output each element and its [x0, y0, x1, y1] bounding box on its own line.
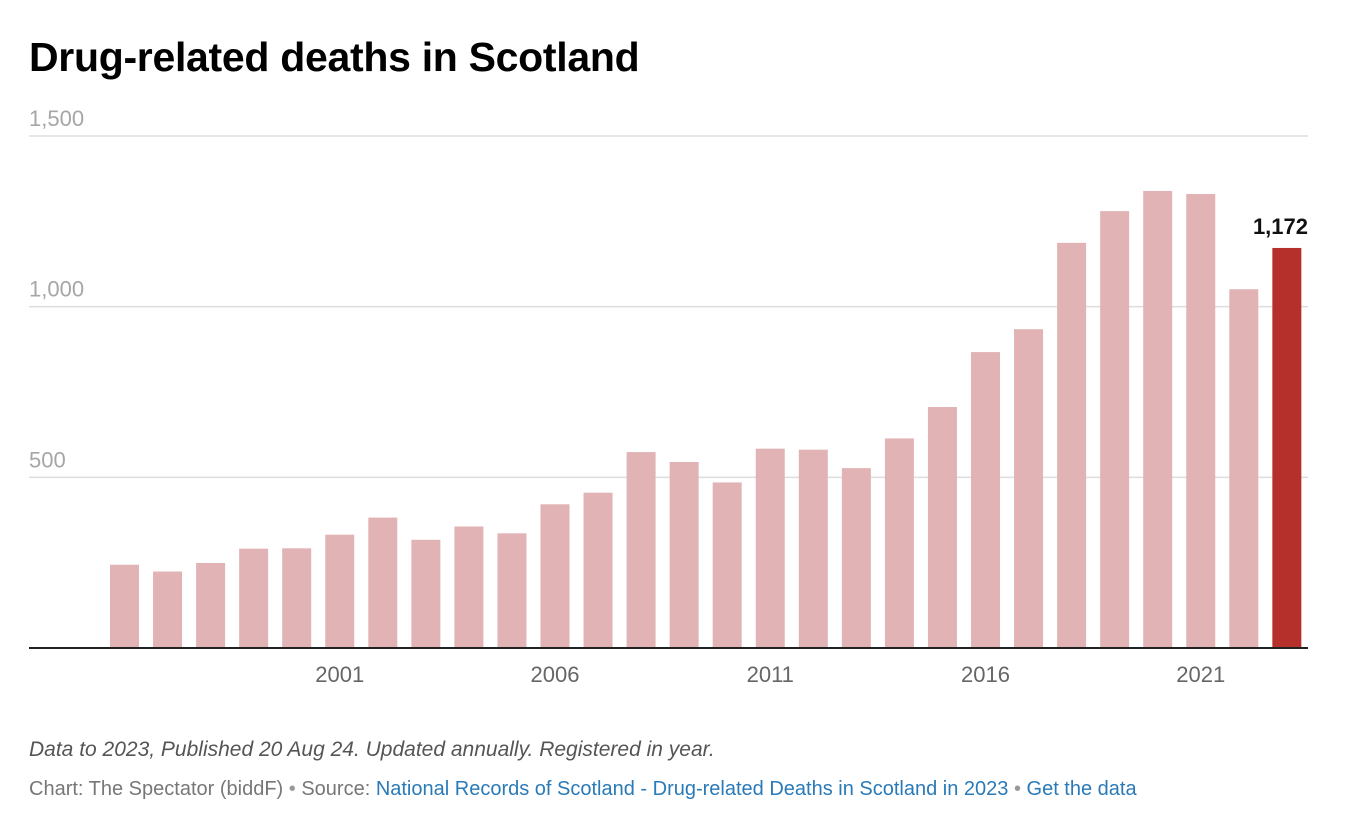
y-tick-label: 500 [29, 447, 66, 472]
bar-2007[interactable] [583, 492, 613, 648]
bar-2018[interactable] [1057, 242, 1087, 648]
bar-2004[interactable] [454, 526, 484, 648]
bar-2001[interactable] [325, 534, 355, 648]
bar-2014[interactable] [884, 438, 914, 648]
bar-2023[interactable] [1272, 247, 1302, 648]
x-tick-label: 2021 [1176, 662, 1225, 687]
source-prefix: Source: [301, 778, 376, 800]
bar-2017[interactable] [1014, 329, 1044, 648]
bar-2021[interactable] [1186, 194, 1216, 648]
y-tick-label: 1,000 [29, 277, 84, 302]
source-link[interactable]: National Records of Scotland - Drug-rela… [375, 778, 1009, 800]
bar-2012[interactable] [798, 449, 828, 648]
bar-2015[interactable] [927, 407, 957, 648]
bar-2020[interactable] [1143, 190, 1173, 649]
bar-2008[interactable] [626, 452, 656, 648]
bar-2019[interactable] [1100, 211, 1130, 649]
bar-1997[interactable] [153, 571, 183, 648]
bar-2006[interactable] [540, 504, 570, 648]
bar-2002[interactable] [368, 517, 398, 648]
x-tick-label: 2011 [747, 662, 794, 687]
get-the-data-link[interactable]: Get the data [1026, 778, 1137, 800]
gridlines [29, 135, 1308, 479]
bar-2011[interactable] [755, 448, 785, 648]
x-tick-label: 2001 [315, 662, 364, 687]
bar-2013[interactable] [841, 468, 871, 648]
y-axis-labels: 500 1,000 1,500 [29, 106, 84, 472]
x-axis-labels: 2001 2006 2011 2016 2021 [315, 662, 1225, 687]
separator-dot: • [1008, 778, 1027, 800]
y-tick-label: 1,500 [29, 106, 84, 131]
bar-2009[interactable] [669, 461, 699, 648]
bar-2016[interactable] [971, 352, 1000, 648]
bar-1996[interactable] [110, 564, 139, 648]
bar-1998[interactable] [196, 563, 226, 648]
chart-title: Drug-related deaths in Scotland [29, 34, 640, 80]
bar-2005[interactable] [497, 533, 527, 648]
highlight-value-label: 1,172 [1253, 214, 1308, 239]
x-tick-label: 2016 [961, 662, 1010, 687]
x-tick-label: 2006 [531, 662, 580, 687]
chart-note: Data to 2023, Published 20 Aug 24. Updat… [29, 738, 715, 761]
chart-credit: Chart: The Spectator (biddF) [29, 778, 284, 800]
bar-2000[interactable] [282, 548, 312, 648]
bars [110, 190, 1302, 649]
bar-2010[interactable] [712, 482, 742, 648]
credits-line: Chart: The Spectator (biddF) • Source: N… [29, 778, 1137, 801]
bar-1999[interactable] [239, 548, 269, 648]
bar-chart: 500 1,000 1,500 2001 2006 2011 2016 2021 1,172 [29, 106, 1308, 687]
separator-dot: • [283, 778, 302, 800]
bar-2022[interactable] [1229, 289, 1259, 648]
bar-2003[interactable] [411, 539, 441, 648]
